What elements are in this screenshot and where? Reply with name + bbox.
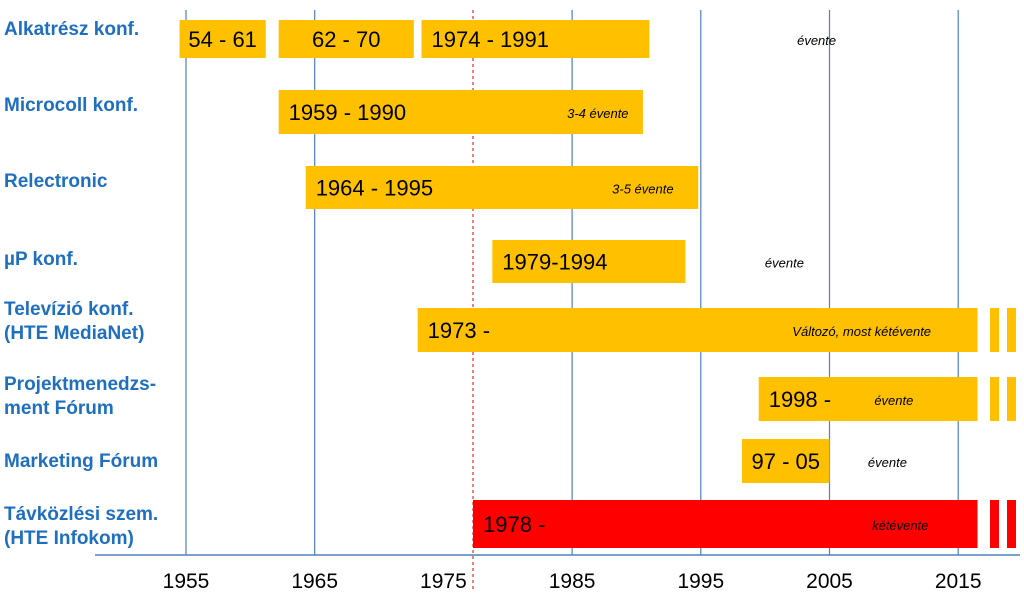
- frequency-label: Változó, most kétévente: [792, 324, 931, 339]
- row-label: Relectronic: [4, 170, 107, 194]
- x-axis: 1955 1965 1975 1985 1995 2005 2015: [95, 554, 1020, 593]
- timeline-bar: [278, 20, 414, 58]
- row-label: Alkatrész konf.: [4, 18, 139, 42]
- timeline-bar: [179, 20, 266, 58]
- continuation-mark: [1007, 308, 1016, 352]
- bar-label: 1959 - 1990: [289, 100, 406, 125]
- x-tick-label: 1955: [163, 570, 210, 593]
- timeline-bar: [421, 20, 650, 58]
- continuation-mark: [1007, 500, 1016, 548]
- frequency-label: évente: [868, 455, 907, 470]
- timeline-bar: [492, 240, 686, 283]
- x-tick-label: 2015: [935, 570, 982, 593]
- row-label-line: (HTE Infokom): [4, 528, 134, 549]
- x-tick-label: 1985: [549, 570, 596, 593]
- timeline-bar: [305, 166, 699, 209]
- timeline-bar: [473, 500, 978, 548]
- row-label-line: (HTE MediaNet): [4, 323, 145, 344]
- continuation-mark: [990, 500, 999, 548]
- bar-label: 1973 -: [428, 318, 490, 343]
- bar-label: 1978 -: [483, 512, 545, 537]
- continuation-mark: [1007, 377, 1016, 421]
- x-tick-label: 1965: [291, 570, 338, 593]
- continuation-mark: [990, 377, 999, 421]
- bar-label: 62 - 70: [312, 27, 381, 52]
- row-label-line: Relectronic: [4, 171, 108, 192]
- timeline-bar: [758, 377, 978, 421]
- frequency-label: 3-4 évente: [567, 106, 628, 121]
- bar-label: 1998 -: [769, 387, 831, 412]
- bars-layer: 54 - 61 62 - 70 1974 - 1991 évente 1959 - 19…: [179, 20, 1016, 548]
- row-label: Marketing Fórum: [4, 450, 158, 474]
- timeline-bar: [278, 90, 643, 134]
- row-label: Microcoll konf.: [4, 94, 138, 118]
- timeline-bar: [417, 308, 978, 352]
- row-label-line: Projektmenedzs-: [4, 374, 157, 395]
- frequency-label: évente: [765, 256, 804, 271]
- row-label-line: ment Fórum: [4, 398, 114, 419]
- row-label: µP konf.: [4, 248, 78, 272]
- frequency-label: évente: [797, 33, 836, 48]
- bar-label: 1974 - 1991: [432, 27, 549, 52]
- row-label-line: µP konf.: [4, 249, 78, 270]
- frequency-label: kétévente: [872, 518, 928, 533]
- bar-label: 97 - 05: [751, 449, 820, 474]
- timeline-bar: [741, 439, 830, 483]
- row-label-line: Távközlési szem.: [4, 504, 159, 525]
- bar-label: 54 - 61: [188, 27, 257, 52]
- row-label-line: Microcoll konf.: [4, 95, 139, 116]
- x-tick-label: 1975: [420, 570, 467, 593]
- continuation-mark: [990, 308, 999, 352]
- frequency-label: évente: [874, 393, 913, 408]
- bar-label: 1964 - 1995: [316, 176, 433, 201]
- row-label-line: Televízió konf.: [4, 299, 134, 320]
- row-label: Távközlési szem. (HTE Infokom): [4, 503, 158, 551]
- row-label: Televízió konf. (HTE MediaNet): [4, 298, 144, 346]
- x-tick-label: 2005: [806, 570, 853, 593]
- row-label: Projektmenedzs-ment Fórum: [4, 373, 156, 421]
- row-label-line: Alkatrész konf.: [4, 19, 140, 40]
- bar-label: 1979-1994: [502, 250, 607, 275]
- x-tick-label: 1995: [677, 570, 724, 593]
- row-label-line: Marketing Fórum: [4, 451, 159, 472]
- frequency-label: 3-5 évente: [612, 182, 673, 197]
